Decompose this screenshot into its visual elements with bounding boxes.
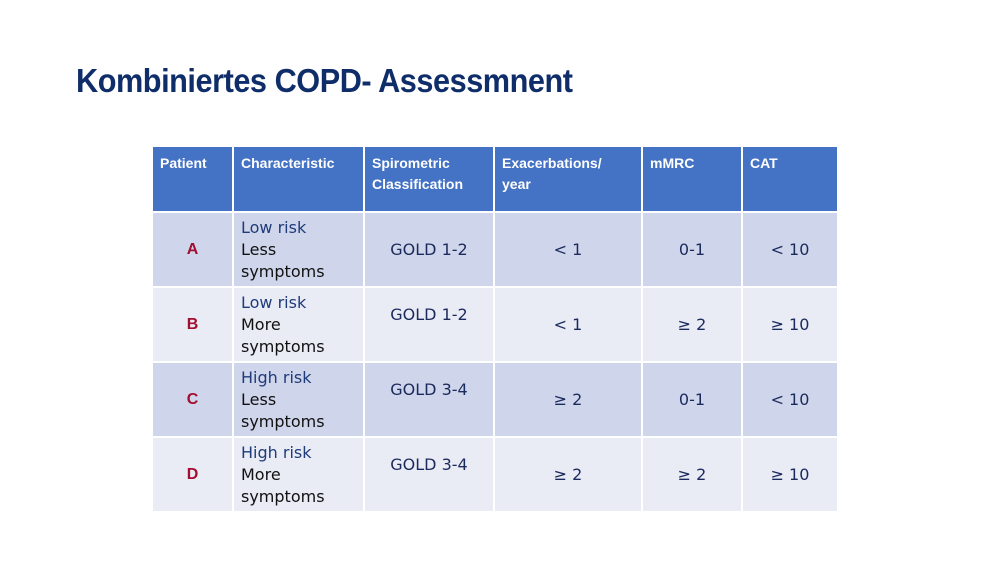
patient-letter: A xyxy=(151,211,234,288)
header-exacerbations: Exacerbations/ year xyxy=(493,145,643,213)
symptoms-label: More symptoms xyxy=(241,315,325,356)
symptoms-label: Less symptoms xyxy=(241,390,325,431)
spirometric-cell: GOLD 1-2 xyxy=(363,211,495,288)
mmrc-cell: ≥ 2 xyxy=(641,436,743,513)
risk-label: Low risk xyxy=(241,218,307,237)
header-exacerbations-line2: year xyxy=(502,176,531,192)
header-exacerbations-line1: Exacerbations/ xyxy=(502,155,602,171)
header-spirometric-line2: Classification xyxy=(372,176,464,192)
mmrc-cell: ≥ 2 xyxy=(641,286,743,363)
risk-label: Low risk xyxy=(241,293,307,312)
header-mmrc: mMRC xyxy=(641,145,743,213)
header-spirometric-line1: Spirometric xyxy=(372,155,450,171)
characteristic-cell: High risk Less symptoms xyxy=(232,361,365,438)
table-row: A Low risk Less symptoms GOLD 1-2 < 1 0-… xyxy=(151,211,839,288)
risk-label: High risk xyxy=(241,368,312,387)
cat-cell: ≥ 10 xyxy=(741,436,839,513)
cat-cell: ≥ 10 xyxy=(741,286,839,363)
symptoms-label: Less symptoms xyxy=(241,240,325,281)
mmrc-cell: 0-1 xyxy=(641,361,743,438)
exacerbations-cell: < 1 xyxy=(493,211,643,288)
header-patient: Patient xyxy=(151,145,234,213)
header-characteristic: Characteristic xyxy=(232,145,365,213)
spirometric-cell: GOLD 1-2 xyxy=(363,286,495,363)
symptoms-label: More symptoms xyxy=(241,465,325,506)
table-row: C High risk Less symptoms GOLD 3-4 ≥ 2 0… xyxy=(151,361,839,438)
copd-assessment-table: Patient Characteristic Spirometric Class… xyxy=(151,145,839,513)
characteristic-cell: Low risk More symptoms xyxy=(232,286,365,363)
risk-label: High risk xyxy=(241,443,312,462)
header-spirometric: Spirometric Classification xyxy=(363,145,495,213)
characteristic-cell: Low risk Less symptoms xyxy=(232,211,365,288)
cat-cell: < 10 xyxy=(741,361,839,438)
patient-letter: B xyxy=(151,286,234,363)
exacerbations-cell: < 1 xyxy=(493,286,643,363)
spirometric-cell: GOLD 3-4 xyxy=(363,361,495,438)
characteristic-cell: High risk More symptoms xyxy=(232,436,365,513)
header-cat: CAT xyxy=(741,145,839,213)
table-row: D High risk More symptoms GOLD 3-4 ≥ 2 ≥… xyxy=(151,436,839,513)
patient-letter: D xyxy=(151,436,234,513)
slide-title: Kombiniertes COPD- Assessmnent xyxy=(76,62,573,99)
mmrc-cell: 0-1 xyxy=(641,211,743,288)
exacerbations-cell: ≥ 2 xyxy=(493,361,643,438)
spirometric-cell: GOLD 3-4 xyxy=(363,436,495,513)
table-row: B Low risk More symptoms GOLD 1-2 < 1 ≥ … xyxy=(151,286,839,363)
exacerbations-cell: ≥ 2 xyxy=(493,436,643,513)
patient-letter: C xyxy=(151,361,234,438)
table-header-row: Patient Characteristic Spirometric Class… xyxy=(151,145,839,213)
cat-cell: < 10 xyxy=(741,211,839,288)
